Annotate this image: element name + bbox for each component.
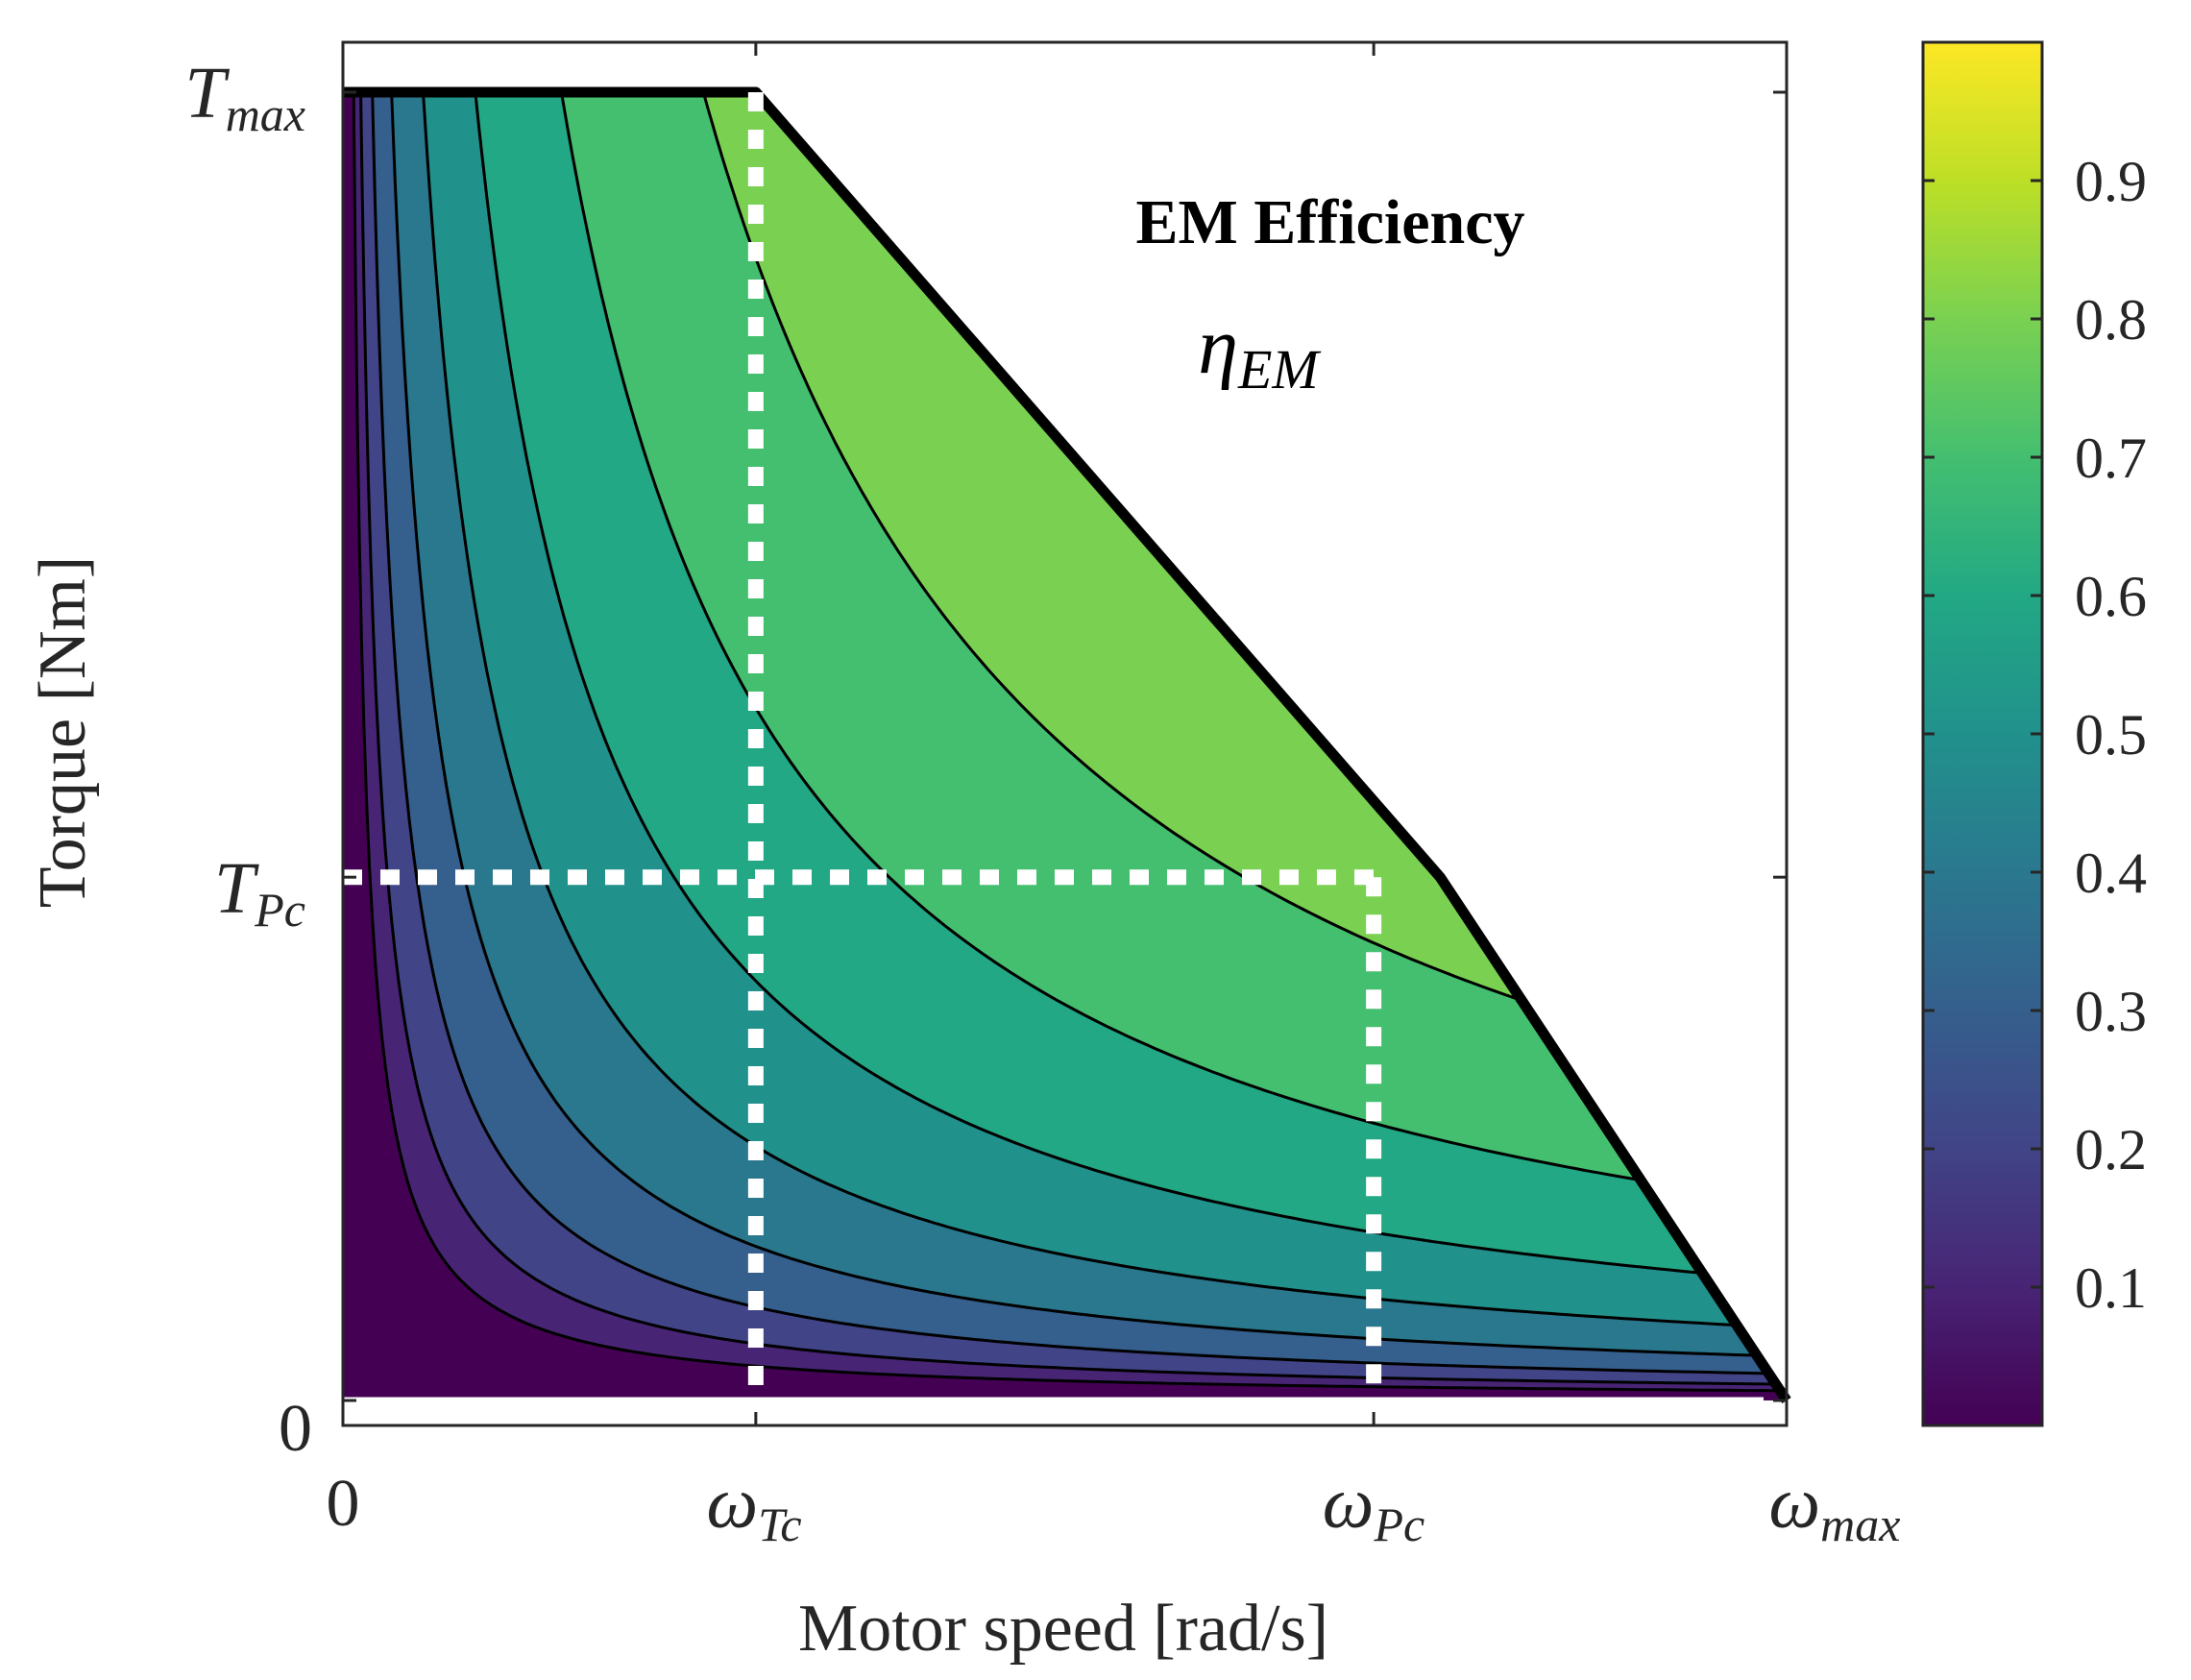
y-tick-labels: 0 TPc Tmax [184, 53, 312, 1466]
colorbar-tick-label-4: 0.5 [2075, 703, 2147, 767]
y-axis-label: Torque [Nm] [26, 556, 100, 908]
colorbar-tick-label-2: 0.3 [2075, 980, 2147, 1043]
contour-lines [352, 92, 1787, 1393]
contour-band-1 [343, 92, 1787, 1400]
colorbar-tick-label-3: 0.4 [2075, 841, 2147, 905]
colorbar-tick-label-6: 0.7 [2075, 426, 2147, 490]
x-tick-omega-max: ωmax [1769, 1463, 1901, 1551]
x-tick-omega-pc: ωPc [1323, 1463, 1424, 1551]
x-tick-0: 0 [327, 1467, 360, 1541]
contour-line-0.5 [418, 92, 1787, 1331]
contour-line-0.1 [352, 92, 1787, 1393]
axes-frame [341, 40, 1789, 1427]
contour-line-0.2 [358, 92, 1787, 1386]
contour-line-0.7 [549, 92, 1787, 1208]
y-tick-t-max: Tmax [184, 53, 305, 141]
colorbar-tick-label-1: 0.2 [2075, 1118, 2147, 1181]
contour-line-0.6 [467, 92, 1787, 1284]
colorbar-tick-label-8: 0.9 [2075, 150, 2147, 213]
contour-band-5 [343, 92, 1787, 1400]
y-tick-0: 0 [279, 1392, 312, 1466]
colorbar-ticks: 0.1 0.2 0.3 0.4 0.5 0.6 0.7 0.8 0.9 [1923, 150, 2147, 1320]
colorbar-tick-label-0: 0.1 [2075, 1256, 2147, 1320]
contour-line-0.3 [369, 92, 1787, 1376]
x-tick-labels: 0 ωTc ωPc ωmax [327, 1463, 1901, 1551]
contour-line-0.4 [387, 92, 1787, 1359]
critical-lines [343, 92, 1382, 1400]
axis-ticks [341, 42, 1789, 1425]
max-torque-envelope [343, 86, 1791, 1404]
colorbar-tick-label-7: 0.8 [2075, 288, 2147, 352]
x-axis-label: Motor speed [rad/s] [798, 1592, 1328, 1666]
annotation-symbol: ηEM [1198, 302, 1321, 401]
annotation-title: EM Efficiency [1135, 187, 1524, 257]
colorbar-tick-label-5: 0.6 [2075, 565, 2147, 628]
colorbar [1921, 40, 2044, 1427]
x-tick-omega-tc: ωTc [706, 1463, 801, 1551]
y-tick-t-pc: TPc [214, 848, 305, 937]
